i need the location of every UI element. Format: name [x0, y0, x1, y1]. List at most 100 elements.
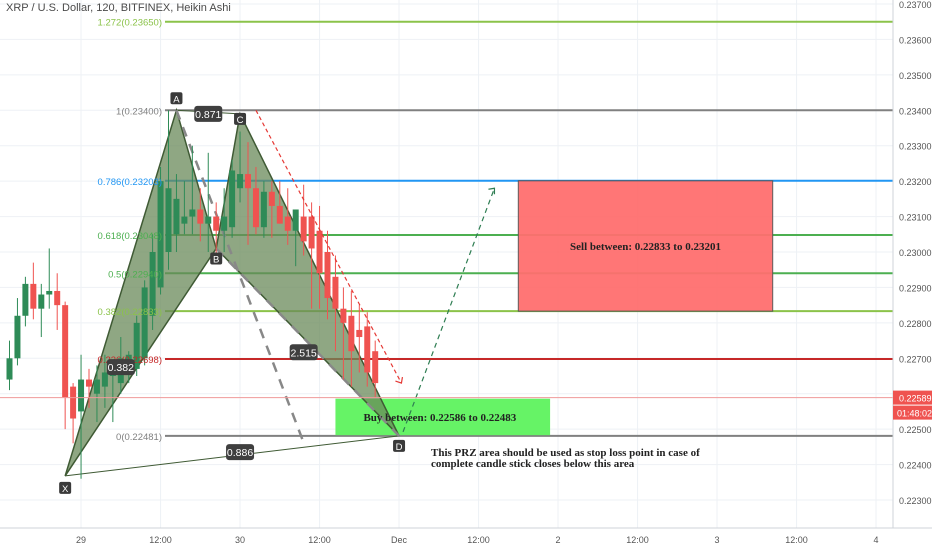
price-tick-label: 0.22700 — [899, 354, 932, 364]
ratio-badge-text: 2.515 — [291, 347, 317, 359]
candle-body — [101, 372, 108, 387]
point-badge — [210, 252, 223, 265]
price-tick-label: 0.23100 — [899, 213, 932, 223]
candle-body — [213, 216, 220, 231]
time-tick-label: 4 — [874, 535, 879, 545]
fib-level-label: 1(0.23400) — [116, 106, 162, 117]
ad-dashed-line — [175, 109, 305, 444]
time-axis: 29 12:00 30 12:00 Dec 12:00 2 12:00 3 12:00 4 — [0, 527, 932, 545]
candle-body — [14, 315, 21, 359]
up-arrow-head — [488, 187, 496, 195]
price-tick-label: 0.23600 — [899, 35, 932, 45]
candle-body — [22, 283, 29, 316]
point-badge — [393, 439, 406, 452]
ratio-badges: 0.871 0.382 2.515 0.886 — [106, 105, 318, 461]
candle-body — [292, 209, 299, 231]
time-tick-label: 12:00 — [626, 535, 649, 545]
price-tick-label: 0.23500 — [899, 71, 932, 81]
down-projection-line — [255, 110, 402, 384]
last-price-badge — [893, 390, 932, 405]
price-tick-label: 0.23300 — [899, 142, 932, 152]
candle-body — [260, 191, 267, 228]
time-tick-label: 12:00 — [467, 535, 490, 545]
candle-body — [30, 283, 37, 309]
candle-body — [78, 379, 85, 412]
projection-arrows — [255, 110, 496, 433]
ratio-badge — [226, 444, 255, 461]
price-tick-label: 0.22400 — [899, 461, 932, 471]
time-tick-label: 3 — [715, 535, 720, 545]
ratio-badge — [106, 359, 135, 376]
candle-body — [6, 358, 13, 380]
candle-body — [268, 191, 275, 206]
candle-body — [300, 216, 307, 242]
candle-body — [165, 188, 172, 252]
candle-body — [324, 252, 331, 299]
candle-body — [133, 322, 140, 369]
point-badge — [59, 481, 72, 494]
candle-body — [356, 329, 363, 338]
price-tick-label: 0.23000 — [899, 248, 932, 258]
candle-body — [149, 252, 156, 316]
note-line: This PRZ area should be used as stop los… — [431, 447, 700, 459]
candle-body — [332, 276, 339, 309]
candle-body — [173, 198, 180, 235]
ratio-badge-text: 0.382 — [108, 362, 134, 374]
candle-body — [181, 216, 188, 224]
ratio-badge — [289, 344, 318, 361]
point-badge — [234, 112, 247, 125]
time-tick-label: 12:00 — [308, 535, 331, 545]
candle-body — [348, 315, 355, 352]
przonote: This PRZ area should be used as stop los… — [431, 447, 700, 470]
time-tick-label: 2 — [556, 535, 561, 545]
candle-body — [197, 209, 204, 224]
candle-body — [229, 170, 236, 228]
fib-level-label: 0(0.22481) — [116, 432, 162, 443]
sell-zone-label: Sell between: 0.22833 to 0.23201 — [570, 241, 721, 253]
time-tick-label: 29 — [76, 535, 86, 545]
candle-body — [284, 216, 291, 231]
candle-body — [205, 216, 212, 224]
price-axis: 0.23700 0.23600 0.23500 0.23400 0.23300 0.232… — [892, 0, 932, 528]
point-badge-text: X — [62, 484, 69, 495]
candle-body — [372, 351, 379, 384]
symbol-title: XRP / U.S. Dollar, 120, BITFINEX, Heikin… — [6, 2, 231, 14]
fib-level-label: 0.618(0.23048) — [98, 231, 162, 242]
buy-zone-label: Buy between: 0.22586 to 0.22483 — [363, 412, 516, 424]
price-tick-label: 0.22900 — [899, 283, 932, 293]
point-badge-text: D — [396, 442, 403, 453]
candle-body — [252, 188, 259, 228]
candle-body — [70, 386, 77, 419]
price-tick-label: 0.23400 — [899, 106, 932, 116]
price-tick-label: 0.23200 — [899, 177, 932, 187]
time-tick-label: 12:00 — [149, 535, 172, 545]
note-line: complete candle stick closes below this … — [431, 458, 635, 470]
fib-level-label: 0.5(0.22940) — [108, 269, 162, 280]
candle-body — [86, 379, 92, 387]
point-badge — [170, 92, 183, 105]
countdown-text: 01:48:02 — [897, 409, 932, 419]
price-tick-label: 0.23700 — [899, 0, 932, 10]
up-projection-line — [402, 188, 496, 433]
candle-body — [237, 174, 244, 189]
candle-body — [340, 308, 347, 323]
ratio-badge — [194, 105, 223, 122]
candle-body — [189, 209, 196, 217]
candle-body — [245, 174, 251, 189]
candle-body — [316, 230, 323, 274]
candle-body — [38, 294, 45, 309]
price-tick-label: 0.22300 — [899, 496, 932, 506]
last-price-text: 0.22589 — [899, 394, 932, 404]
fib-level-label: 0.382(0.22833) — [98, 307, 162, 318]
candle-body — [93, 379, 100, 394]
down-arrow-head — [395, 376, 404, 384]
time-tick-label: 30 — [235, 535, 245, 545]
countdown-badge — [893, 405, 932, 420]
pattern-xab — [64, 107, 218, 477]
candle-body — [141, 287, 148, 359]
candle-body — [308, 216, 315, 249]
candle-body — [276, 205, 283, 224]
time-tick-label: Dec — [391, 535, 408, 545]
